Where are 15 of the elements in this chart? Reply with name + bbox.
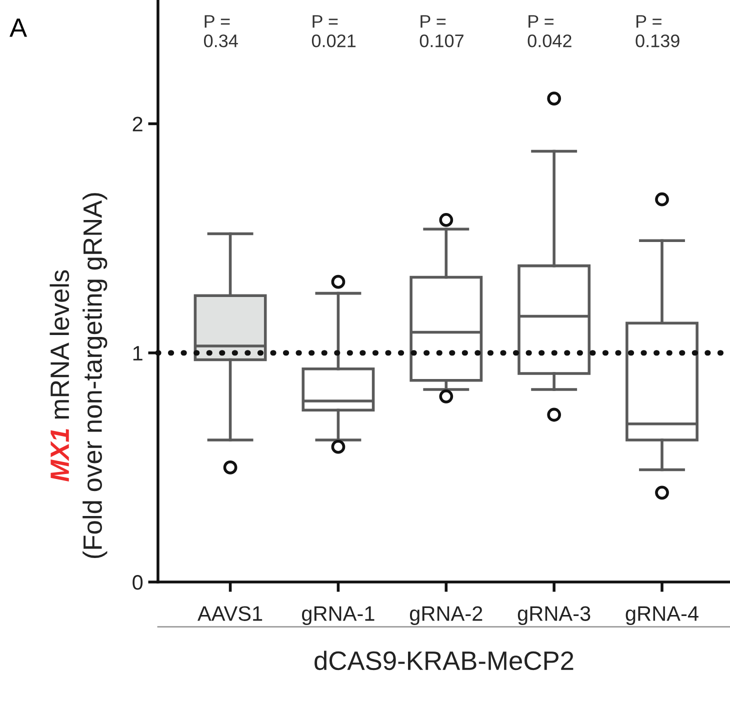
x-tick-label: gRNA-4 xyxy=(626,606,698,626)
x-tick-label: gRNA-2 xyxy=(410,606,482,626)
text: A xyxy=(10,18,28,37)
y-tick-label: 1 xyxy=(133,346,142,360)
x-axis-title: dCAS9-KRAB-MeCP2 xyxy=(314,650,574,670)
annotation: P = 0.021 xyxy=(312,15,356,48)
annotation: P = 0.139 xyxy=(636,15,680,48)
x-tick-label: AAVS1 xyxy=(198,606,262,621)
x-tick-label: gRNA-3 xyxy=(518,606,590,626)
y-tick-label: 2 xyxy=(132,116,142,132)
y-tick-label: 0 xyxy=(132,575,143,590)
x-tick-label: gRNA-1 xyxy=(302,606,374,626)
annotation: P = 0.34 xyxy=(204,15,238,48)
annotation: P = 0.042 xyxy=(528,15,572,48)
annotation: P = 0.107 xyxy=(420,15,464,48)
